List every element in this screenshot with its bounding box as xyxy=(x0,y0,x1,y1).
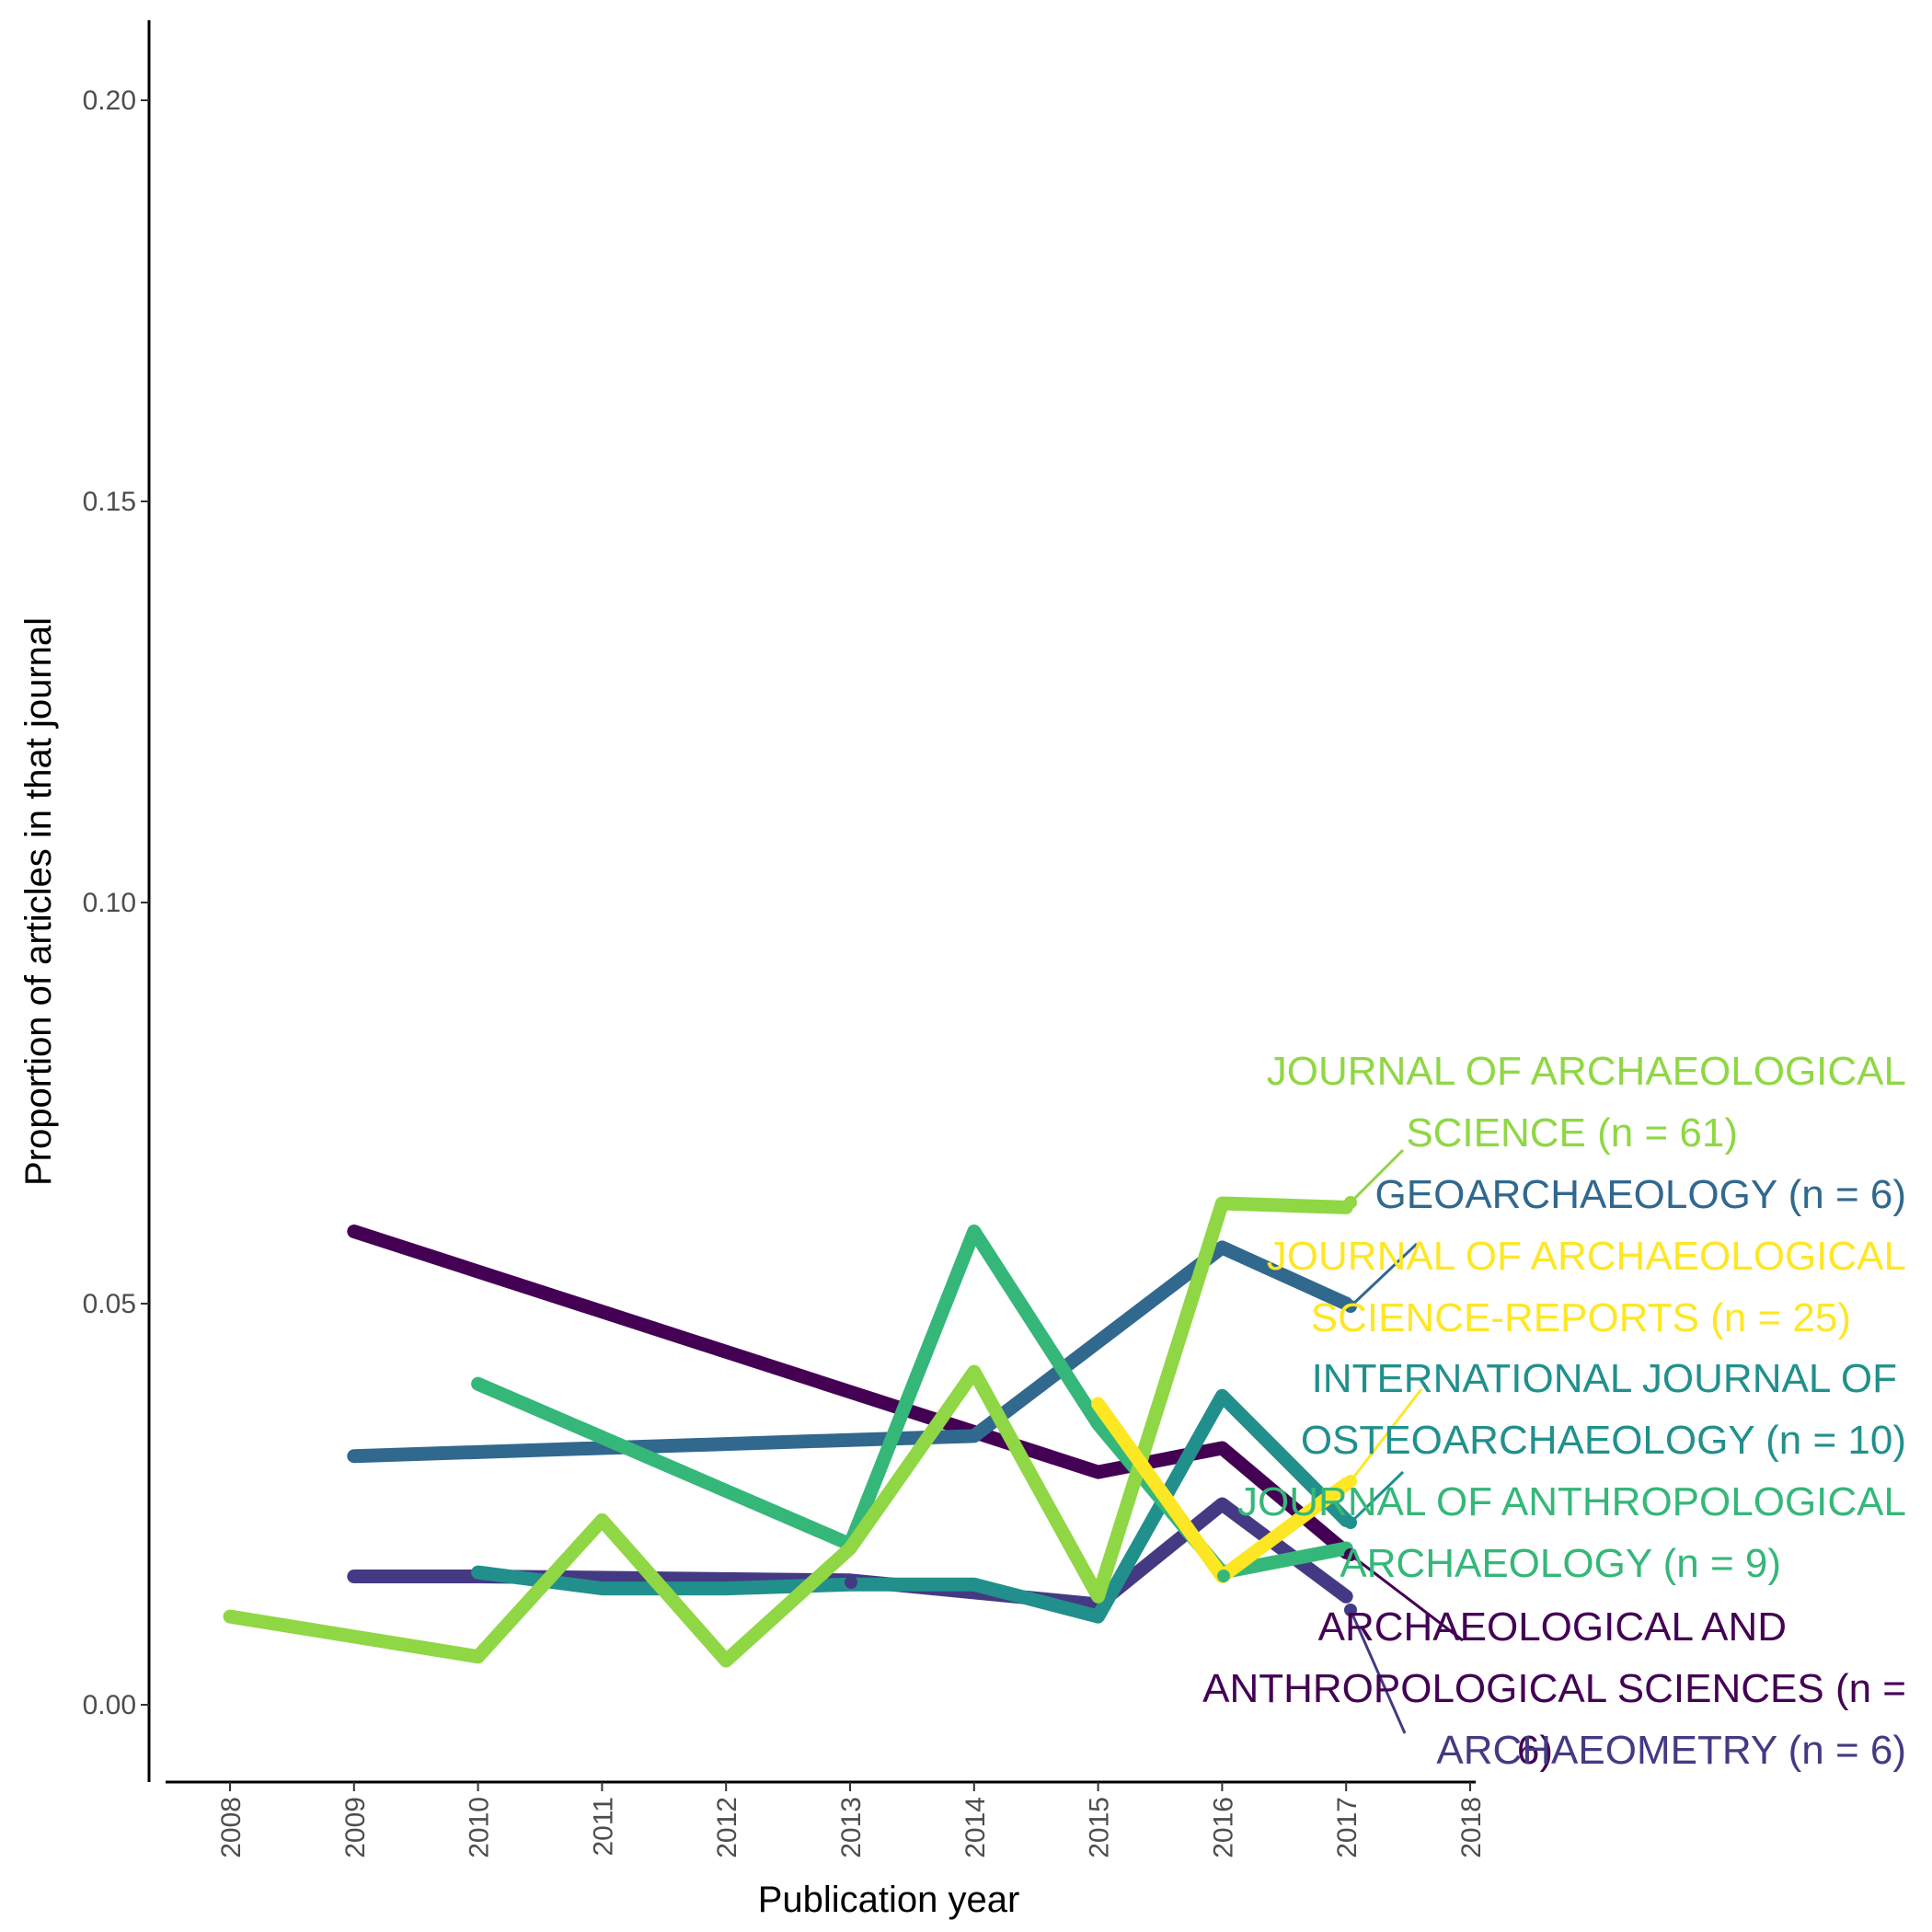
series-label: JOURNAL OF ARCHAEOLOGICAL xyxy=(1267,1234,1906,1279)
series-lines xyxy=(223,1196,1357,1668)
x-tick-label: 2014 xyxy=(960,1797,991,1858)
y-tick-label: 0.20 xyxy=(83,86,136,116)
series-end-point xyxy=(845,1576,857,1589)
x-axis-title: Publication year xyxy=(758,1880,1020,1920)
x-tick-label: 2015 xyxy=(1085,1797,1115,1858)
series-label: 6) xyxy=(1517,1728,1553,1773)
series-label: ANTHROPOLOGICAL SCIENCES (n = xyxy=(1202,1666,1906,1711)
series-label: OSTEOARCHAEOLOGY (n = 10) xyxy=(1301,1418,1906,1463)
y-tick-label: 0.05 xyxy=(83,1289,136,1319)
series-label: ARCHAEOLOGY (n = 9) xyxy=(1340,1541,1781,1586)
y-tick-label: 0.15 xyxy=(83,487,136,517)
series-label: JOURNAL OF ARCHAEOLOGICAL xyxy=(1267,1049,1906,1094)
x-tick-label: 2018 xyxy=(1456,1797,1487,1858)
series-label: ARCHAEOLOGICAL AND xyxy=(1318,1604,1787,1650)
x-tick-label: 2012 xyxy=(712,1797,742,1858)
x-tick-label: 2010 xyxy=(465,1797,495,1858)
series-labels: ARCHAEOLOGICAL AND ANTHROPOLOGICAL SCIENC… xyxy=(1202,1049,1906,1773)
y-tick-label: 0.10 xyxy=(83,888,136,918)
series-label: GEOARCHAEOLOGY (n = 6) xyxy=(1375,1172,1906,1217)
label-leader-line xyxy=(1349,1388,1423,1482)
y-tick-label: 0.00 xyxy=(83,1690,136,1720)
axes: 0.00 0.05 0.10 0.15 0.20 2008 2009 2010 2011 2012… xyxy=(83,20,1487,1858)
series-line xyxy=(471,1388,1353,1624)
series-label: INTERNATIONAL JOURNAL OF xyxy=(1312,1356,1897,1401)
series-line xyxy=(347,1225,1353,1559)
x-tick-label: 2008 xyxy=(216,1797,247,1858)
label-leader-line xyxy=(1349,1609,1407,1734)
x-tick-label: 2016 xyxy=(1208,1797,1238,1858)
series-label: JOURNAL OF ANTHROPOLOGICAL xyxy=(1237,1479,1906,1524)
x-tick-label: 2011 xyxy=(588,1797,618,1857)
x-tick-label: 2009 xyxy=(340,1797,371,1858)
label-leader-line xyxy=(1349,1148,1405,1204)
series-end-point xyxy=(1217,1570,1230,1582)
series-label: ARCHAEOMETRY (n = 6) xyxy=(1436,1728,1906,1773)
label-leader-line xyxy=(1350,1553,1464,1642)
x-tick-label: 2013 xyxy=(836,1797,867,1858)
series-line xyxy=(223,1196,1353,1668)
label-leader-line xyxy=(1349,1470,1405,1524)
series-label: SCIENCE-REPORTS (n = 25) xyxy=(1311,1295,1851,1340)
y-axis-title: Proportion of articles in that journal xyxy=(18,617,59,1186)
label-leaders xyxy=(1349,1148,1464,1734)
label-leader-line xyxy=(1349,1242,1419,1308)
series-line xyxy=(347,1240,1353,1464)
series-label: SCIENCE (n = 61) xyxy=(1406,1110,1738,1156)
x-tick-label: 2017 xyxy=(1332,1797,1363,1858)
